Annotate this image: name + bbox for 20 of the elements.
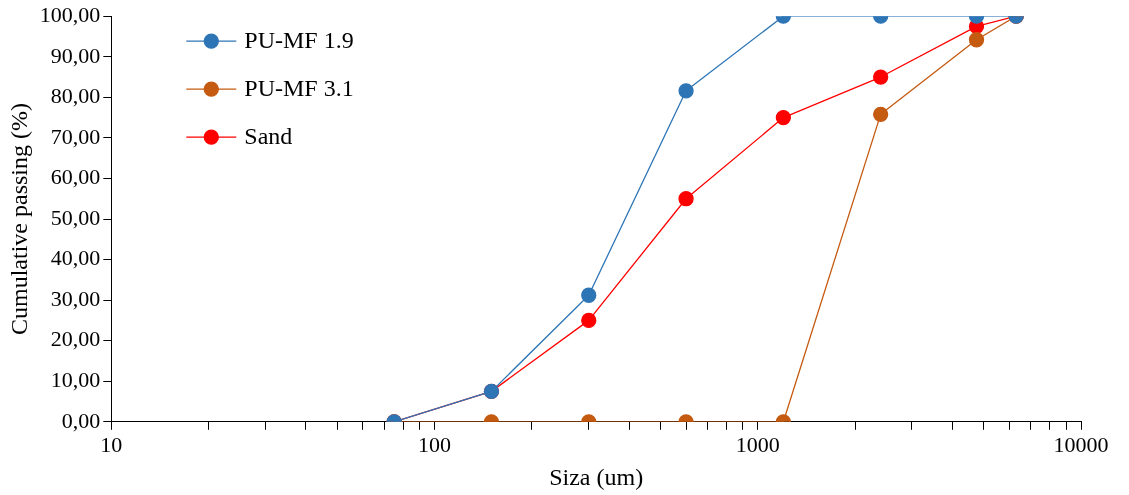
legend-label: Sand (244, 123, 293, 150)
legend-label: PU-MF 1.9 (244, 27, 354, 54)
x-tick-label: 10 (100, 431, 123, 457)
y-tick-label: 10,00 (50, 367, 101, 393)
y-tick-label: 80,00 (50, 83, 101, 109)
y-tick-label: 50,00 (50, 204, 101, 230)
y-tick-label: 90,00 (50, 42, 101, 68)
y-tick-label: 0,00 (61, 407, 101, 433)
x-tick-label: 10000 (1053, 431, 1109, 457)
y-tick-label: 20,00 (50, 326, 101, 352)
y-tick-label: 30,00 (50, 285, 101, 311)
y-tick-label: 100,00 (39, 1, 101, 27)
x-axis-title: Siza (um) (549, 463, 644, 490)
legend-label: PU-MF 3.1 (244, 75, 354, 102)
y-tick-label: 70,00 (50, 123, 101, 149)
x-tick-label: 100 (418, 431, 452, 457)
y-axis-title: Cumulative passing (%) (5, 103, 32, 335)
y-tick-label: 40,00 (50, 245, 101, 271)
x-tick-label: 1000 (735, 431, 780, 457)
y-tick-label: 60,00 (50, 164, 101, 190)
